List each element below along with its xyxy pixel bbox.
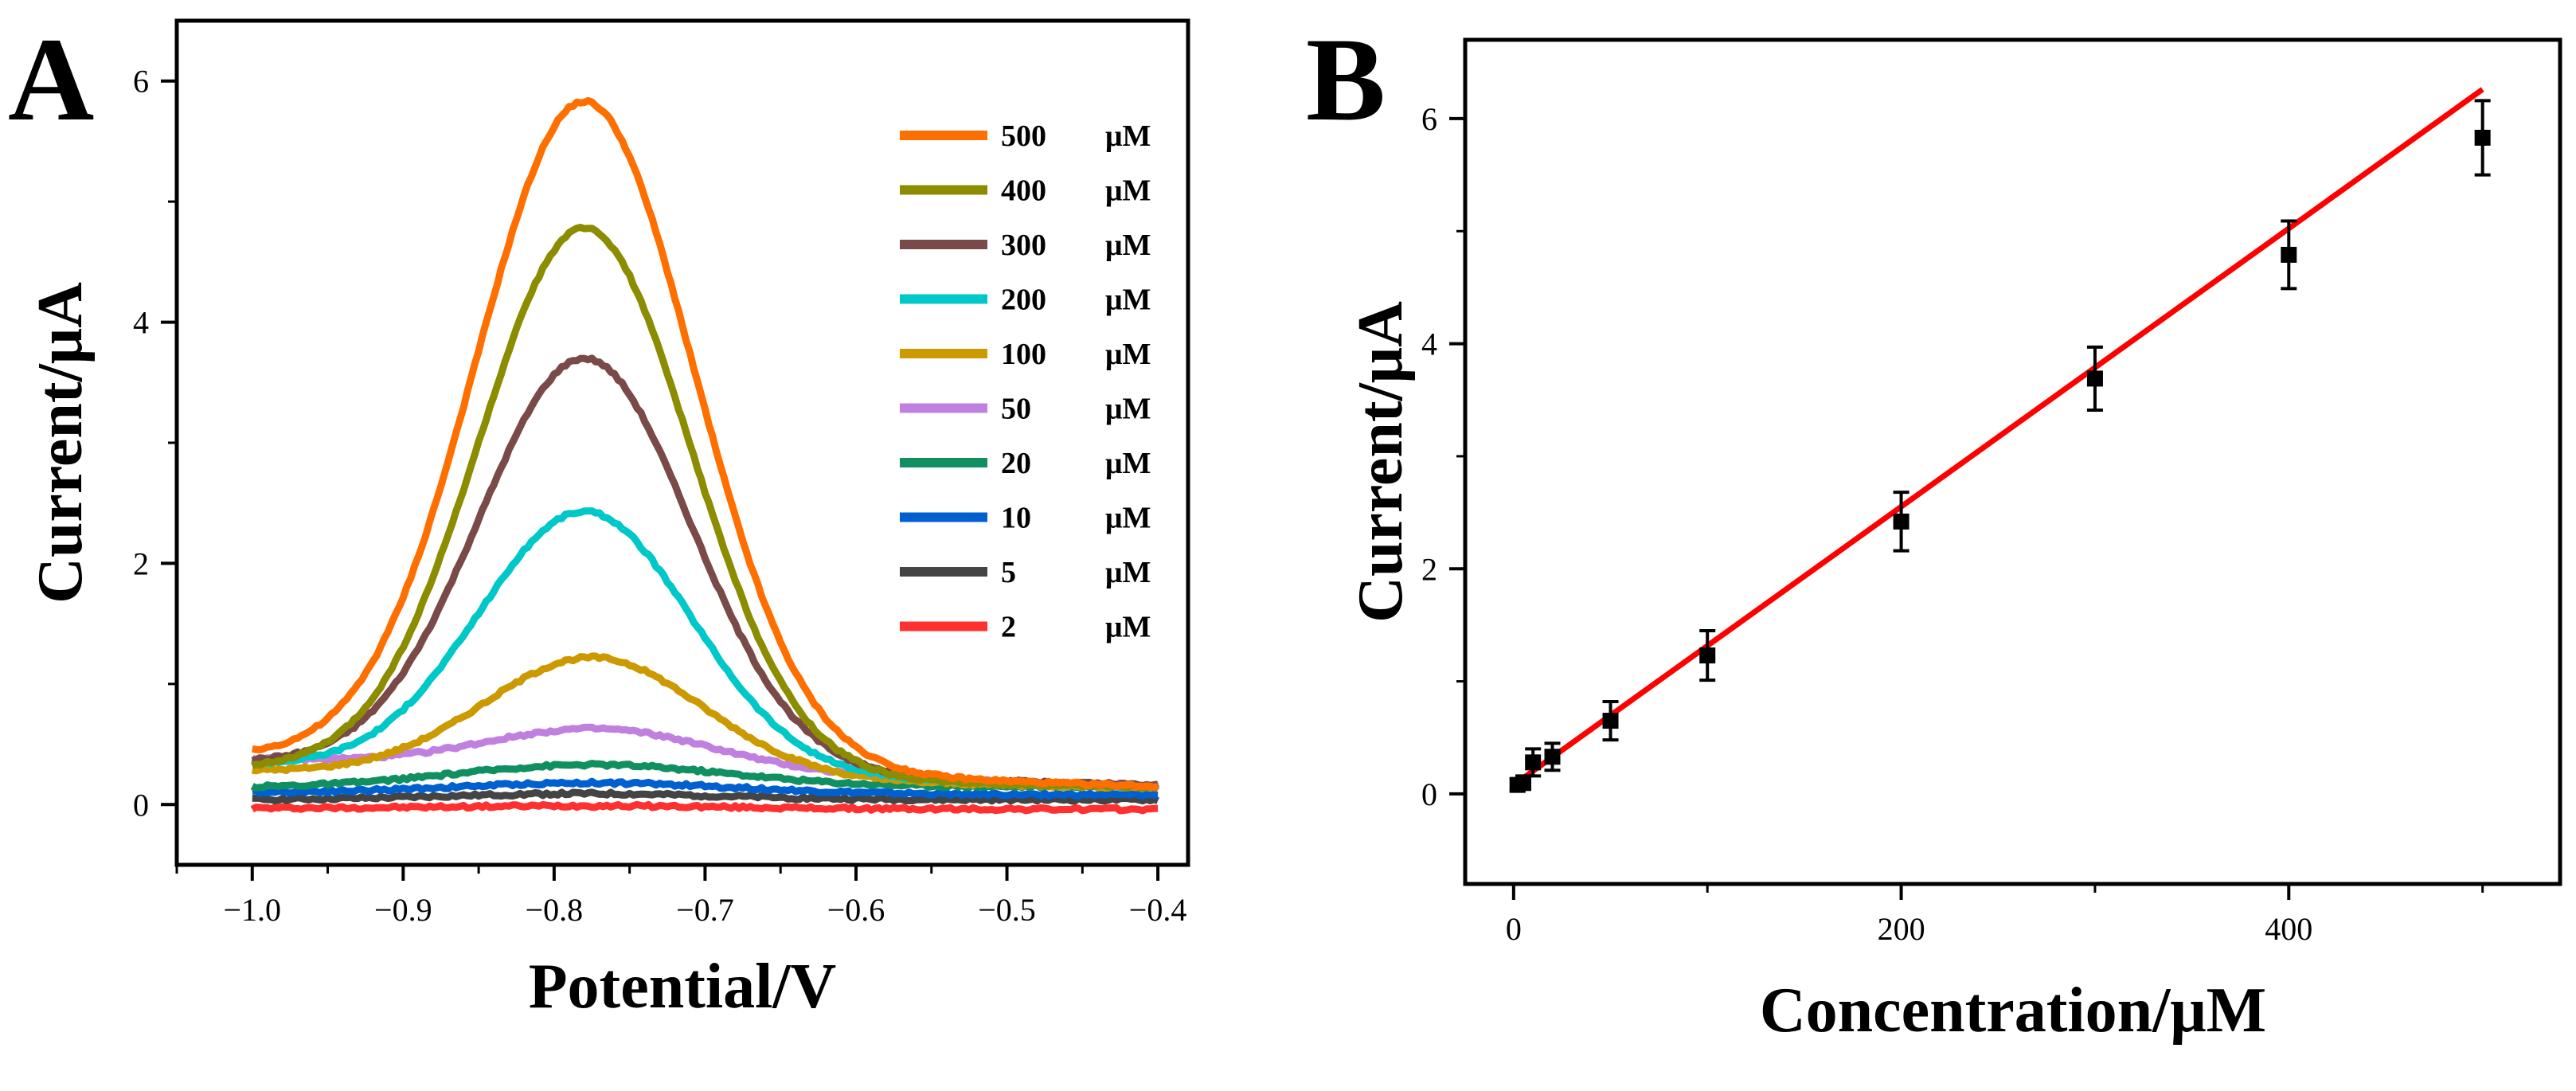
- panel-b-data-point: [2281, 246, 2297, 263]
- panel-a-y-tick-label: 0: [133, 787, 149, 823]
- panel-a-y-tick-label: 6: [133, 64, 149, 100]
- panel-a-legend-label: 200: [1001, 284, 1046, 317]
- panel-a-series-line: [252, 777, 1159, 800]
- panel-a-legend-label: 50: [1001, 393, 1031, 426]
- panel-b-data-point: [1544, 749, 1561, 765]
- panel-a-legend-label: 2: [1001, 611, 1016, 644]
- panel-b-plot-frame: [1463, 37, 2562, 886]
- panel-a-legend-unit: μM: [1105, 174, 1151, 208]
- panel-b-data-point: [1699, 647, 1716, 664]
- panel-a-x-tick-label: −0.7: [676, 892, 734, 928]
- panel-a-series-line: [250, 224, 1159, 792]
- panel-b-x-tick-label: 200: [1878, 911, 1925, 947]
- panel-b-ticks: 0 200 400 0 2 4 6: [1421, 101, 2484, 947]
- panel-a-legend-label: 5: [1001, 556, 1016, 589]
- panel-b-data-point: [1525, 754, 1542, 771]
- panel-a-y-tick-label: 4: [133, 305, 149, 341]
- panel-b-fit-line-path: [1511, 87, 2484, 788]
- panel-a-x-tick-label: −0.9: [374, 892, 432, 928]
- panel-a-legend-unit: μM: [1105, 556, 1151, 589]
- panel-a-legend-unit: μM: [1105, 284, 1151, 317]
- panel-a-legend-label: 100: [1001, 338, 1046, 371]
- panel-b-data-point: [1602, 713, 1619, 729]
- panel-a-legend-label: 20: [1001, 447, 1031, 480]
- panel-b-letter: B: [1306, 14, 1386, 146]
- panel-a-legend-unit: μM: [1105, 119, 1151, 153]
- panel-b-y-tick-label: 6: [1421, 101, 1437, 137]
- panel-b-y-tick-label: 4: [1421, 327, 1437, 362]
- panel-b-y-tick-label: 0: [1421, 776, 1437, 812]
- panel-a-x-tick-label: −0.5: [978, 892, 1036, 928]
- panel-b-x-tick-label: 400: [2265, 911, 2312, 947]
- panel-a-x-tick-label: −0.4: [1129, 892, 1187, 928]
- panel-b-data-point: [2474, 129, 2491, 146]
- panel-b-data-point: [1893, 513, 1910, 530]
- panel-a-x-tick-label: −0.6: [827, 892, 885, 928]
- panel-a-letter: A: [8, 14, 94, 146]
- panel-b: B 0 200 400 0 2 4 6 Concentration/μM Current/μ…: [1306, 14, 2562, 1046]
- panel-a-legend-label: 400: [1001, 174, 1046, 208]
- panel-b-data-point: [1515, 774, 1532, 791]
- panel-a-legend-unit: μM: [1105, 611, 1151, 644]
- panel-a-series-line: [252, 96, 1159, 791]
- panel-a-y-axis-title: Current/μA: [25, 282, 96, 604]
- panel-a-legend: 500 μM 400 μM 300 μM 200 μM 100 μM 50 μM 20 μM 10 μM 5 μM…: [900, 119, 1151, 644]
- panel-a-legend-label: 300: [1001, 229, 1046, 262]
- panel-a-ticks: −1.0 −0.9 −0.8 −0.7 −0.6 −0.5 −0.4 0 2 4 6: [133, 64, 1186, 928]
- panel-a-legend-label: 500: [1001, 119, 1046, 153]
- panel-a-curves: [250, 96, 1160, 815]
- panel-a: A −1.0 −0.9 −0.8 −0.7 −0.6 −0.5 −0.4 0 2 4 6 500 μM…: [8, 14, 1190, 1022]
- panel-a-legend-unit: μM: [1105, 338, 1151, 371]
- panel-b-y-axis-title: Current/μA: [1346, 301, 1416, 623]
- panel-b-x-axis-title: Concentration/μM: [1760, 976, 2266, 1046]
- panel-a-x-axis-title: Potential/V: [529, 952, 837, 1022]
- panel-a-legend-label: 10: [1001, 502, 1031, 535]
- panel-b-fit-line: [1511, 87, 2484, 788]
- panel-a-x-tick-label: −1.0: [223, 892, 281, 928]
- panel-b-data-point: [2086, 370, 2103, 387]
- panel-a-legend-unit: μM: [1105, 447, 1151, 480]
- panel-a-x-tick-label: −0.8: [526, 892, 584, 928]
- panel-b-x-tick-label: 0: [1506, 911, 1522, 947]
- panel-b-y-tick-label: 2: [1421, 551, 1437, 587]
- panel-a-legend-unit: μM: [1105, 502, 1151, 535]
- panel-a-series-line: [250, 800, 1159, 815]
- panel-b-points: [1509, 99, 2491, 793]
- panel-a-legend-unit: μM: [1105, 393, 1151, 426]
- panel-a-y-tick-label: 2: [133, 546, 149, 581]
- panel-a-legend-unit: μM: [1105, 229, 1151, 262]
